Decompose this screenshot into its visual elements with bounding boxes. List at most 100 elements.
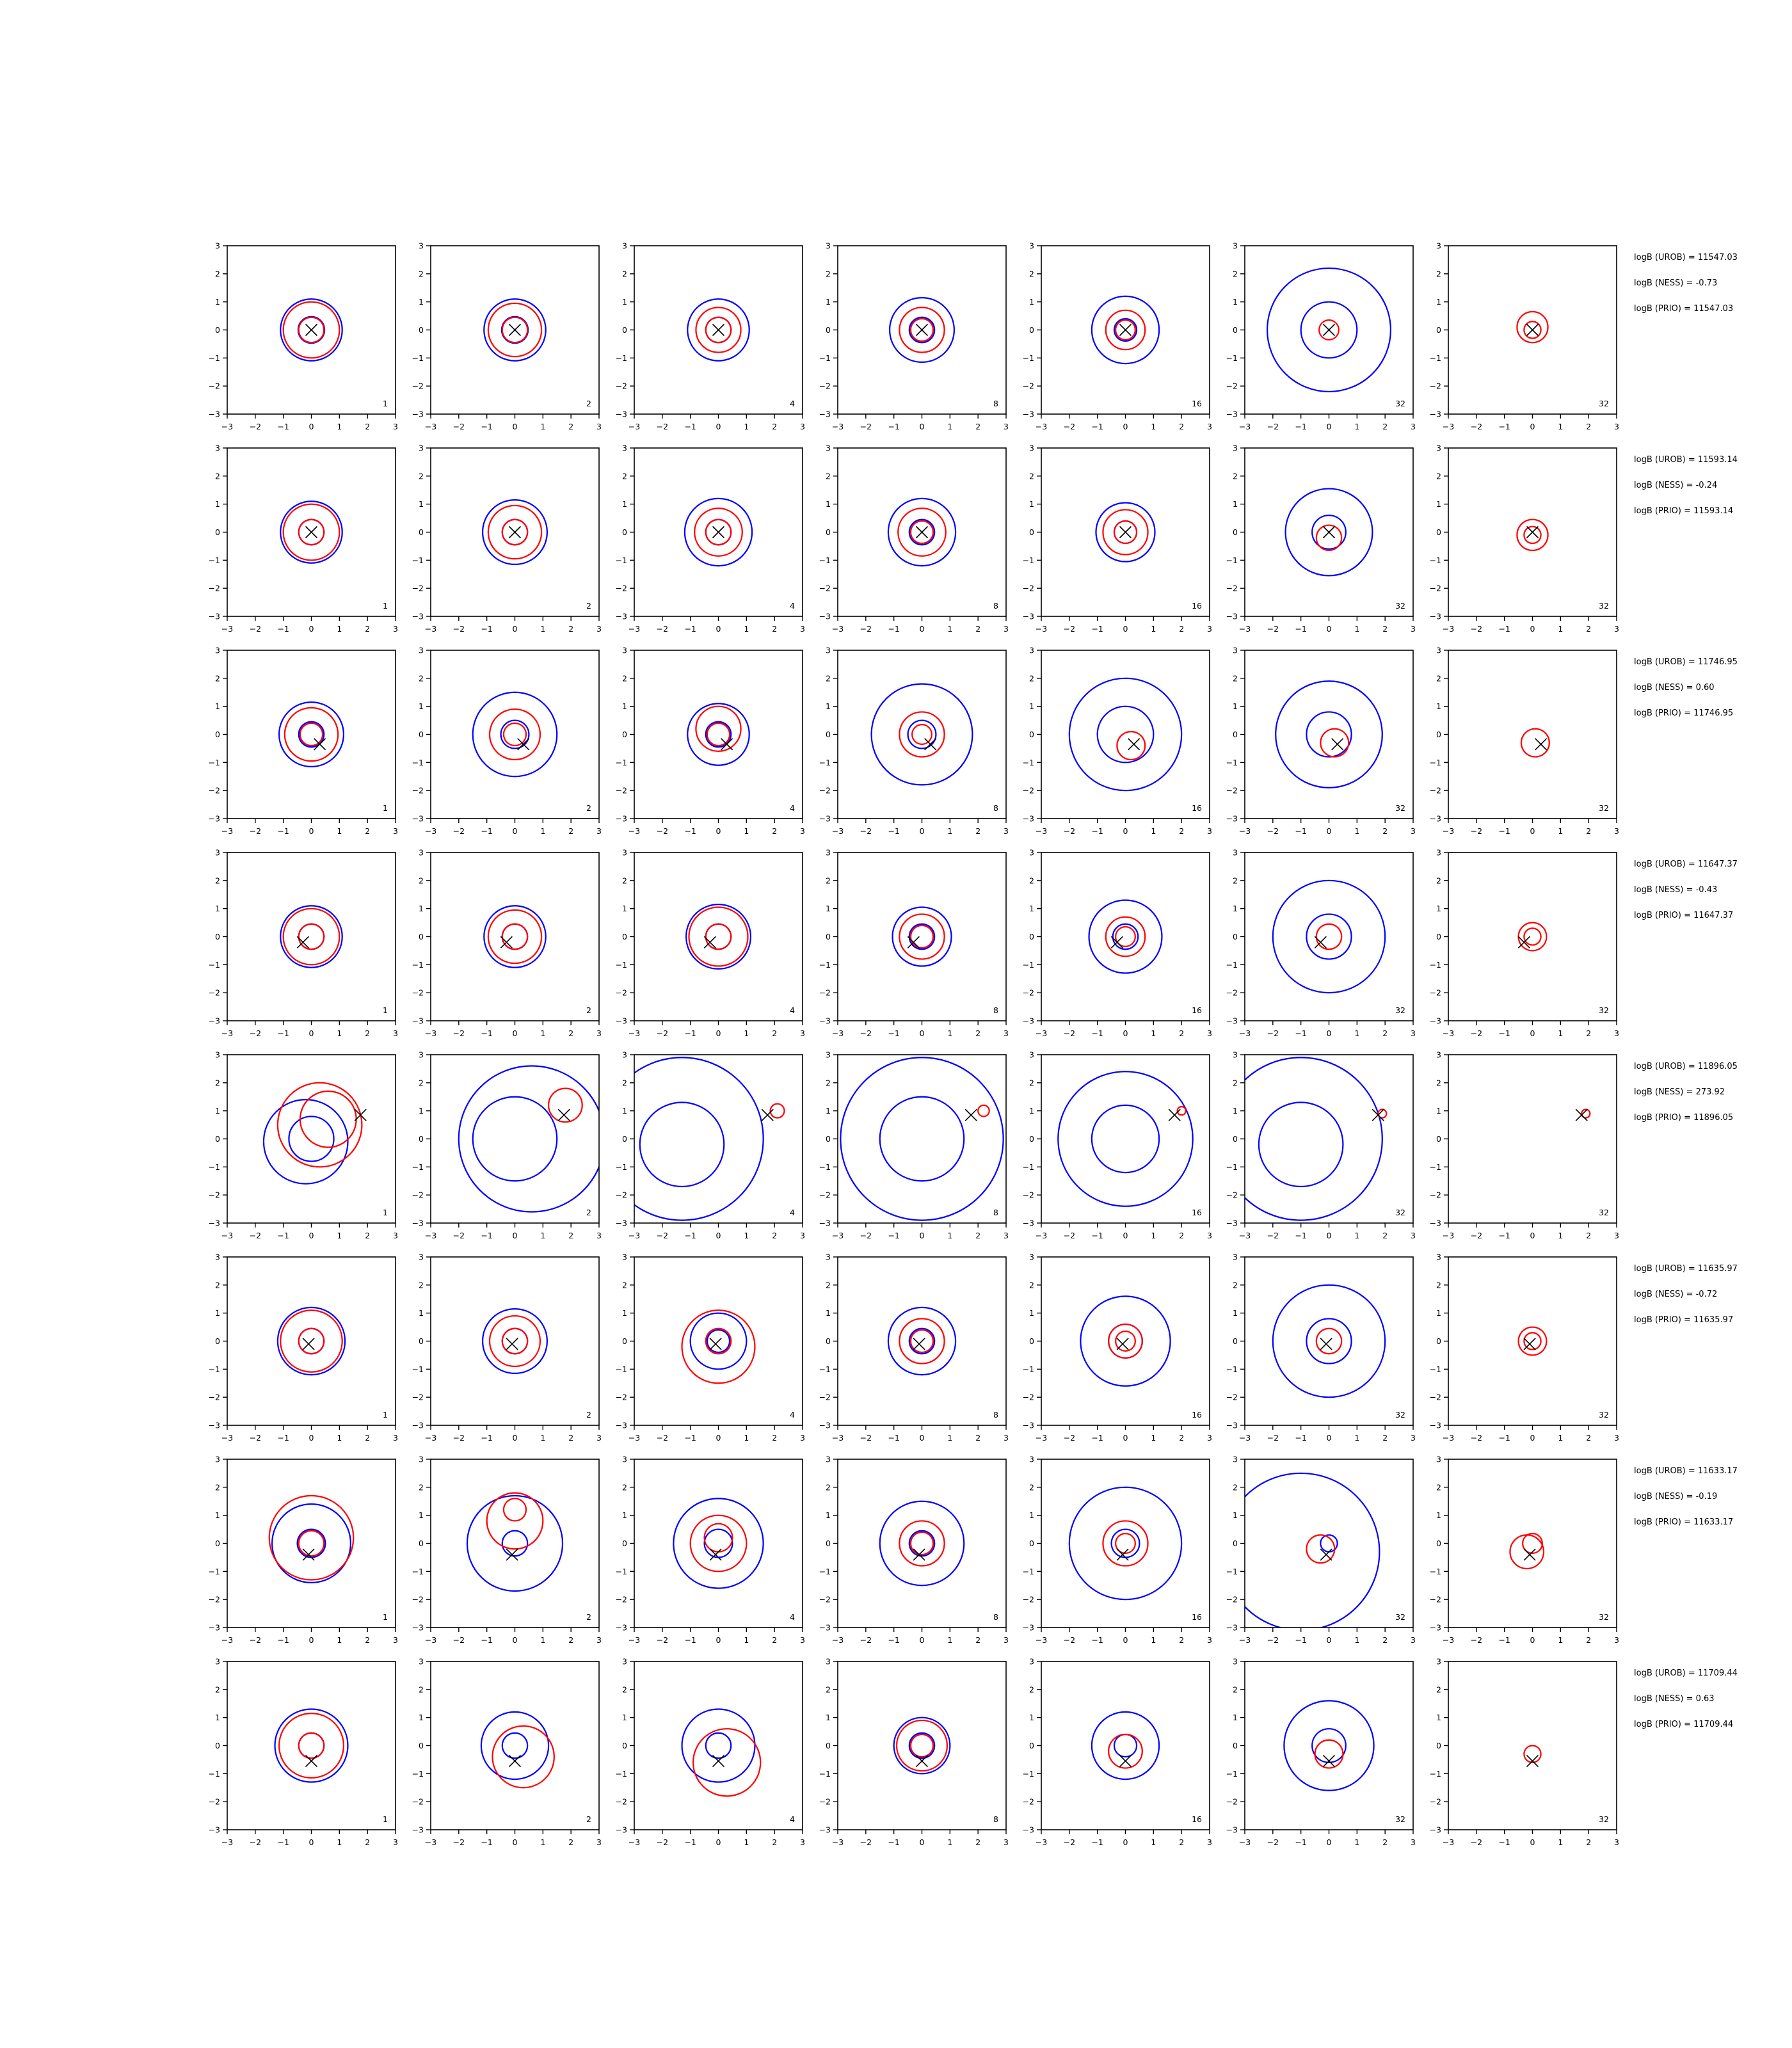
- y-tick-label: −3: [1226, 1421, 1238, 1430]
- y-tick-label: 1: [419, 1510, 424, 1520]
- panel-plot-area: [274, 1708, 349, 1783]
- x-tick-label: −1: [1295, 624, 1306, 634]
- y-tick-label: 3: [419, 241, 424, 251]
- y-tick-label: 1: [1029, 904, 1034, 913]
- y-tick-label: 2: [826, 876, 831, 885]
- y-tick-label: 0: [419, 730, 424, 739]
- y-tick-label: −3: [1430, 1421, 1441, 1430]
- y-tick-label: 1: [826, 1713, 831, 1722]
- blue-contour: [892, 906, 952, 967]
- y-tick-label: −2: [412, 1797, 424, 1807]
- panel-plot-area: [483, 298, 547, 362]
- x-tick-label: 2: [568, 826, 573, 836]
- x-tick-label: 0: [716, 624, 721, 634]
- x-tick-label: 3: [1004, 1837, 1009, 1847]
- x-tick-label: −1: [481, 422, 492, 431]
- y-tick-label: 1: [1029, 1308, 1034, 1318]
- x-tick-label: 3: [1207, 422, 1212, 431]
- x-tick-label: −1: [277, 1433, 289, 1443]
- x-tick-label: −3: [221, 624, 233, 634]
- x-tick-label: −1: [684, 1231, 696, 1240]
- red-contour: [1581, 1108, 1591, 1119]
- x-tick-label: −2: [1471, 1837, 1482, 1847]
- y-tick-label: −2: [1023, 1190, 1034, 1200]
- panel-label: 16: [1192, 1814, 1202, 1824]
- y-tick-label: 2: [622, 673, 627, 683]
- true-value-marker: [1372, 1108, 1384, 1121]
- red-contour: [268, 1494, 355, 1581]
- true-value-marker: [907, 936, 920, 948]
- x-tick-label: 1: [744, 1837, 749, 1847]
- panel-label: 8: [993, 1410, 998, 1420]
- x-tick-label: 2: [975, 826, 980, 836]
- x-tick-label: −2: [657, 1231, 668, 1240]
- x-tick-label: 2: [365, 422, 370, 431]
- x-tick-label: 0: [1327, 1837, 1332, 1847]
- x-tick-label: 2: [1382, 624, 1388, 634]
- x-tick-label: 3: [1614, 1837, 1619, 1847]
- panel-plot-area: [1283, 1700, 1375, 1791]
- x-tick-label: 0: [309, 422, 314, 431]
- x-tick-label: 3: [1207, 1837, 1212, 1847]
- x-tick-label: −2: [453, 1837, 465, 1847]
- panel-label: 16: [1192, 1208, 1202, 1217]
- y-tick-label: 1: [1029, 1510, 1034, 1520]
- x-tick-label: 3: [393, 624, 398, 634]
- x-tick-label: 2: [365, 826, 370, 836]
- blue-contour: [870, 683, 973, 786]
- y-tick-label: −3: [1023, 1421, 1034, 1430]
- x-tick-label: −1: [1295, 1028, 1306, 1038]
- x-tick-label: −3: [628, 624, 640, 634]
- x-tick-label: 3: [1614, 1433, 1619, 1443]
- x-tick-label: −2: [1064, 1433, 1075, 1443]
- y-tick-label: −1: [1023, 1162, 1034, 1172]
- x-tick-label: −2: [1064, 422, 1075, 431]
- y-tick-label: 2: [419, 673, 424, 683]
- contour-panel: −3 −2 −1 0 1 2 3 −3 −2 −1 0 1 2 3 16: [1023, 1455, 1212, 1645]
- x-tick-label: −3: [1239, 1837, 1251, 1847]
- x-tick-label: 2: [772, 1231, 777, 1240]
- red-contour: [909, 520, 934, 545]
- y-tick-label: −1: [1226, 1162, 1238, 1172]
- blue-contour: [271, 1503, 351, 1583]
- x-tick-label: −2: [1267, 1231, 1279, 1240]
- y-tick-label: 3: [419, 646, 424, 655]
- y-tick-label: 3: [419, 1657, 424, 1667]
- panel-plot-area: [685, 903, 752, 970]
- y-tick-label: 0: [1233, 1539, 1238, 1548]
- x-tick-label: 1: [744, 1028, 749, 1038]
- x-tick-label: 1: [1558, 1635, 1563, 1645]
- x-tick-label: 3: [1004, 1635, 1009, 1645]
- x-tick-label: 0: [513, 826, 518, 836]
- x-tick-label: −2: [860, 624, 872, 634]
- y-tick-label: −1: [1226, 556, 1238, 565]
- x-tick-label: 1: [947, 1231, 952, 1240]
- x-tick-label: −2: [250, 422, 261, 431]
- x-tick-label: 0: [309, 826, 314, 836]
- true-value-marker: [1575, 1108, 1588, 1121]
- panel-plot-area: [268, 1494, 355, 1583]
- red-contour: [1115, 1331, 1136, 1352]
- x-tick-label: −1: [1091, 1028, 1103, 1038]
- contour-panel: −3 −2 −1 0 1 2 3 −3 −2 −1 0 1 2 3 1: [209, 1050, 398, 1241]
- y-tick-label: 2: [1233, 1078, 1238, 1087]
- blue-contour: [639, 1101, 725, 1188]
- y-tick-label: −3: [412, 1421, 424, 1430]
- x-tick-label: 1: [1558, 1433, 1563, 1443]
- contour-panel: −3 −2 −1 0 1 2 3 −3 −2 −1 0 1 2 3 32: [1226, 1050, 1416, 1241]
- y-tick-label: 0: [1029, 527, 1034, 537]
- x-tick-label: −3: [832, 1433, 844, 1443]
- y-tick-label: −1: [1430, 556, 1441, 565]
- x-tick-label: −3: [1239, 624, 1251, 634]
- y-tick-label: 3: [1233, 646, 1238, 655]
- y-tick-label: 2: [419, 1280, 424, 1290]
- y-tick-label: −1: [1430, 1567, 1441, 1576]
- x-tick-label: −2: [453, 1231, 465, 1240]
- x-tick-label: −1: [888, 1433, 899, 1443]
- x-tick-label: 2: [772, 624, 777, 634]
- x-tick-label: −1: [684, 826, 696, 836]
- y-tick-label: −2: [209, 381, 220, 391]
- y-tick-label: 3: [215, 241, 220, 251]
- x-tick-label: −1: [1498, 1231, 1510, 1240]
- true-value-marker: [305, 1755, 318, 1768]
